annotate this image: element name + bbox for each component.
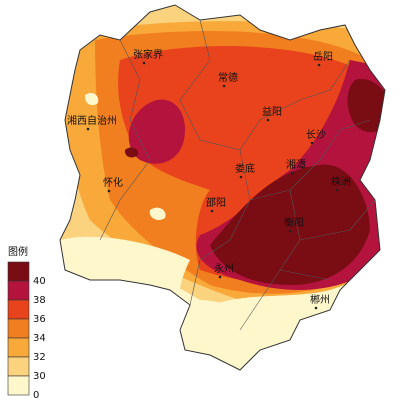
legend-swatch <box>7 356 30 377</box>
city-dot <box>310 141 314 145</box>
city-dot <box>314 306 318 310</box>
legend-swatch <box>7 299 30 320</box>
city-label: 常德 <box>218 71 238 84</box>
city-label: 永州 <box>214 262 234 275</box>
legend-label: 34 <box>33 333 46 344</box>
city-dot <box>239 175 243 179</box>
city-label: 岳阳 <box>313 51 333 63</box>
boundaries <box>59 4 386 371</box>
legend-label: 32 <box>33 352 46 363</box>
city-label: 怀化 <box>103 176 123 189</box>
city-dot <box>335 188 339 192</box>
city-dot <box>317 63 321 67</box>
city-dot <box>222 84 226 88</box>
city-dot <box>266 118 270 122</box>
temperature-zone <box>149 207 166 221</box>
temperature-zone <box>84 92 99 106</box>
city-label: 邵阳 <box>206 197 226 209</box>
legend-label: 38 <box>33 295 46 306</box>
city-label: 娄底 <box>235 162 255 175</box>
city-dot <box>288 229 292 233</box>
legend-swatch <box>7 280 30 301</box>
city-dot <box>142 61 146 65</box>
legend-label: 40 <box>33 276 46 287</box>
temperature-zone <box>210 164 370 285</box>
city-label: 株洲 <box>331 175 351 188</box>
legend-swatch <box>7 318 30 339</box>
city-dot <box>107 189 111 193</box>
city-label: 湘潭 <box>286 158 306 171</box>
legend-label: 36 <box>33 314 46 325</box>
city-label: 湘西自治州 <box>67 114 117 127</box>
temperature-zone <box>128 99 185 164</box>
legend-swatch <box>7 337 30 358</box>
temperature-zone <box>124 147 139 158</box>
city-dot <box>210 209 214 213</box>
legend-label: 30 <box>33 371 46 382</box>
city-label: 长沙 <box>306 129 326 141</box>
city-label: 衡阳 <box>284 217 304 229</box>
legend-title: 图例 <box>8 245 28 258</box>
legend-swatch <box>7 375 30 396</box>
city-dot <box>218 275 222 279</box>
city-dot <box>290 171 294 175</box>
city-label: 益阳 <box>262 105 282 118</box>
city-dot <box>86 127 90 131</box>
city-label: 张家界 <box>133 48 163 61</box>
city-label: 郴州 <box>310 293 330 306</box>
legend-label: 0 <box>33 390 39 401</box>
legend-swatch <box>7 261 30 282</box>
